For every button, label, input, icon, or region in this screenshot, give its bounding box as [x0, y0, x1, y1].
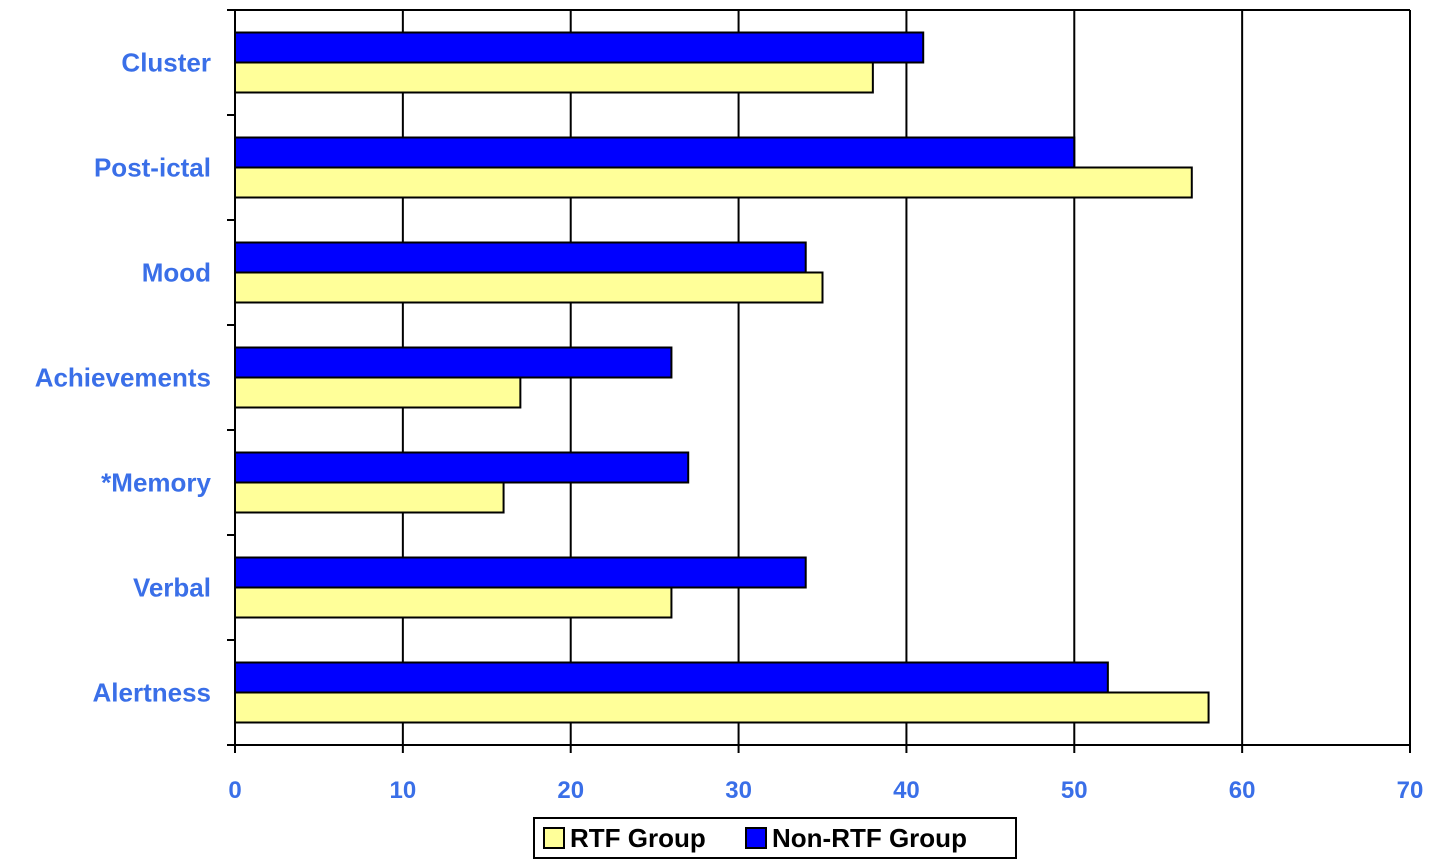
x-tick-label-10: 10	[390, 777, 417, 804]
axes	[227, 9, 1411, 753]
category-label-achievements: Achievements	[35, 363, 211, 393]
category-label-cluster: Cluster	[121, 48, 211, 78]
bar-rtf-verbal	[234, 586, 673, 619]
category-label-alertness: Alertness	[93, 678, 212, 708]
bar-non-rtf-achievements	[234, 346, 673, 379]
legend-swatch-rtf	[543, 827, 565, 849]
bar-rtf-alertness	[234, 691, 1210, 724]
legend-label-rtf: RTF Group	[570, 823, 706, 853]
bar-rtf-mood	[234, 271, 824, 304]
category-label-postictal: Post-ictal	[94, 153, 211, 183]
bar-non-rtf-mood	[234, 241, 807, 274]
x-tick-label-50: 50	[1061, 777, 1088, 804]
legend-swatch-non-rtf	[745, 827, 767, 849]
legend: RTF Group Non-RTF Group	[533, 817, 1017, 859]
legend-box	[533, 817, 1017, 859]
bars	[234, 31, 1210, 724]
x-tick-label-40: 40	[893, 777, 920, 804]
x-tick-label-70: 70	[1397, 777, 1424, 804]
x-tick-label-0: 0	[228, 777, 241, 804]
bar-non-rtf-memory	[234, 451, 690, 484]
x-tick-label-30: 30	[725, 777, 752, 804]
bar-non-rtf-alertness	[234, 661, 1109, 694]
category-label-verbal: Verbal	[133, 573, 211, 603]
bar-rtf-postictal	[234, 166, 1193, 199]
bar-rtf-cluster	[234, 61, 874, 94]
bar-rtf-memory	[234, 481, 505, 514]
gridlines	[401, 10, 1411, 745]
x-tick-label-20: 20	[557, 777, 584, 804]
category-label-mood: Mood	[142, 258, 211, 288]
bar-non-rtf-postictal	[234, 136, 1076, 169]
bar-non-rtf-cluster	[234, 31, 925, 64]
x-tick-label-60: 60	[1229, 777, 1256, 804]
labels: 0 10 20 30 40 50 60 70 Alertness Verbal *Memory Ach…	[35, 48, 1424, 805]
bar-non-rtf-verbal	[234, 556, 807, 589]
category-label-memory: *Memory	[101, 468, 211, 498]
legend-label-non-rtf: Non-RTF Group	[772, 823, 967, 853]
bar-rtf-achievements	[234, 376, 522, 409]
